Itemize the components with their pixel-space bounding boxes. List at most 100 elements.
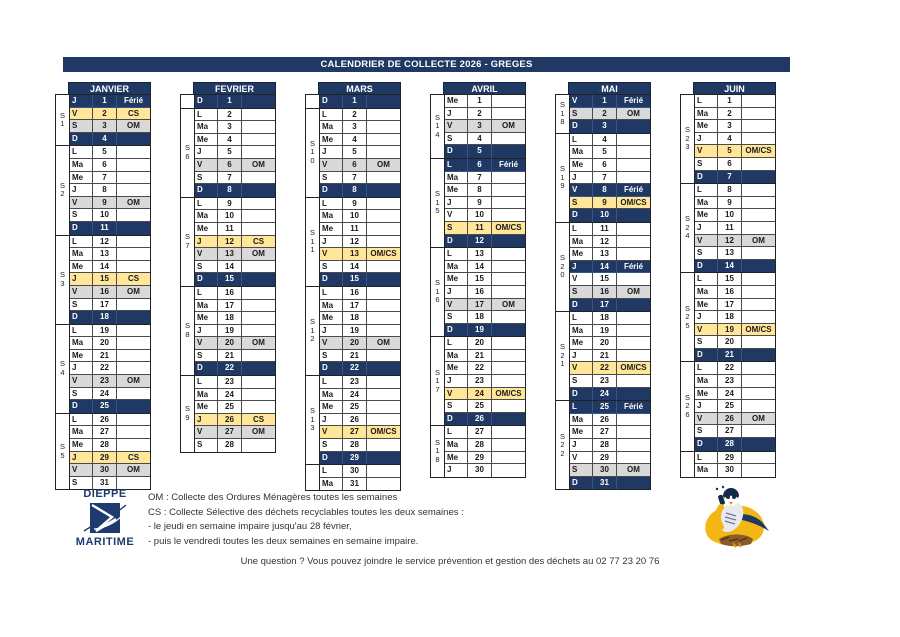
week-label-char: 1 <box>560 359 565 369</box>
day-abbrev-cell: D <box>445 323 468 337</box>
collection-code-cell <box>242 273 275 286</box>
day-number-cell: 22 <box>718 362 742 376</box>
day-abbrev-cell: Ma <box>70 248 93 261</box>
day-row: D 31 <box>570 476 650 490</box>
day-number-cell: 17 <box>468 298 492 312</box>
day-row: S 13 <box>695 247 775 260</box>
day-abbrev-cell: Me <box>445 273 468 286</box>
day-row: J 29 CS <box>70 451 150 465</box>
week-label-char: 8 <box>185 329 190 339</box>
day-number-cell: 15 <box>468 273 492 286</box>
month-avril: AVRIL S 1 4 Me 1 J 2 V 3 OM S 4 D 5 S 1 5 L 6 Férié Ma 7 Me 8 J 9 V… <box>430 82 526 478</box>
day-row: S 24 <box>70 387 150 401</box>
day-number-cell: 10 <box>343 210 367 223</box>
collection-code-cell <box>492 311 525 324</box>
day-row: Ma 2 <box>695 107 775 121</box>
collection-code-cell <box>742 132 775 146</box>
day-abbrev-cell: S <box>695 247 718 260</box>
day-abbrev-cell: V <box>320 158 343 172</box>
day-abbrev-cell: Me <box>70 260 93 274</box>
collection-code-cell <box>242 146 275 159</box>
day-number-cell: 27 <box>468 426 492 440</box>
day-number-cell: 24 <box>343 388 367 402</box>
day-abbrev-cell: V <box>445 209 468 222</box>
day-row: Me 11 <box>195 222 275 236</box>
day-number-cell: 16 <box>593 285 617 299</box>
collection-code-cell <box>742 247 775 260</box>
day-abbrev-cell: Ma <box>445 349 468 363</box>
collection-code-cell <box>367 286 400 300</box>
day-abbrev-cell: J <box>570 260 593 274</box>
day-abbrev-cell: Ma <box>695 285 718 299</box>
day-number-cell: 2 <box>343 108 367 122</box>
day-row: V 22 OM/CS <box>570 362 650 376</box>
day-abbrev-cell: S <box>70 387 93 401</box>
day-row: V 20 OM <box>320 337 400 350</box>
collection-code-cell: CS <box>242 235 275 249</box>
day-row: V 2 CS <box>70 107 150 121</box>
day-row: Me 13 <box>570 248 650 261</box>
collection-code-cell <box>492 95 525 108</box>
day-number-cell: 28 <box>468 439 492 452</box>
day-number-cell: 17 <box>218 299 242 313</box>
day-abbrev-cell: L <box>445 426 468 440</box>
collection-code-cell <box>617 439 650 452</box>
week-block: S 1 8 L 27 Ma 28 Me 29 J 30 <box>430 425 526 478</box>
day-abbrev-cell: D <box>320 362 343 376</box>
day-abbrev-cell: Me <box>320 401 343 414</box>
day-number-cell: 28 <box>93 439 117 452</box>
collection-code-cell <box>492 273 525 286</box>
day-row: Me 4 <box>195 133 275 147</box>
day-number-cell: 26 <box>93 413 117 427</box>
week-days: L 27 Ma 28 Me 29 J 30 <box>445 426 525 477</box>
day-abbrev-cell: S <box>195 260 218 274</box>
collection-code-cell <box>492 426 525 440</box>
collection-code-cell <box>367 235 400 249</box>
day-row: Me 14 <box>70 260 150 274</box>
collection-code-cell <box>492 196 525 210</box>
week-label-char: S <box>184 321 190 331</box>
collection-code-cell <box>117 260 150 274</box>
day-abbrev-cell: J <box>70 362 93 376</box>
day-abbrev-cell: J <box>195 324 218 338</box>
collection-code-cell: OM <box>742 412 775 426</box>
collection-code-cell <box>117 132 150 146</box>
collection-code-cell: CS <box>242 413 275 427</box>
week-days: L 9 Ma 10 Me 11 J 12 V 13 OM/CS S 14 D 15 <box>320 197 400 286</box>
week-label-char: 4 <box>685 231 690 241</box>
day-row: S 28 <box>195 439 275 452</box>
day-row: Me 4 <box>320 133 400 147</box>
day-number-cell: 7 <box>93 171 117 185</box>
day-number-cell: 24 <box>718 387 742 401</box>
day-row: L 13 <box>445 248 525 261</box>
day-abbrev-cell: S <box>195 349 218 363</box>
collection-code-cell <box>117 400 150 413</box>
day-number-cell: 7 <box>593 171 617 185</box>
day-row: Ma 14 <box>445 260 525 274</box>
week-block: S 2 1 L 18 Ma 19 Me 20 J 21 V 22 OM/CS S 23 D 24 <box>555 311 651 402</box>
week-label-char: 1 <box>310 414 315 424</box>
day-row: V 26 OM <box>695 412 775 426</box>
day-row: V 13 OM/CS <box>320 248 400 261</box>
week-label-char: S <box>59 270 65 280</box>
day-row: V 19 OM/CS <box>695 323 775 337</box>
collection-code-cell <box>742 311 775 324</box>
collection-code-cell <box>117 184 150 197</box>
day-abbrev-cell: J <box>70 95 93 108</box>
day-row: D 21 <box>695 348 775 362</box>
day-row: S 3 OM <box>70 120 150 133</box>
day-abbrev-cell: S <box>445 311 468 324</box>
week-label-char: 6 <box>185 151 190 161</box>
collection-code-cell <box>242 108 275 122</box>
month-header: JUIN <box>693 82 776 95</box>
collection-code-cell <box>117 209 150 222</box>
